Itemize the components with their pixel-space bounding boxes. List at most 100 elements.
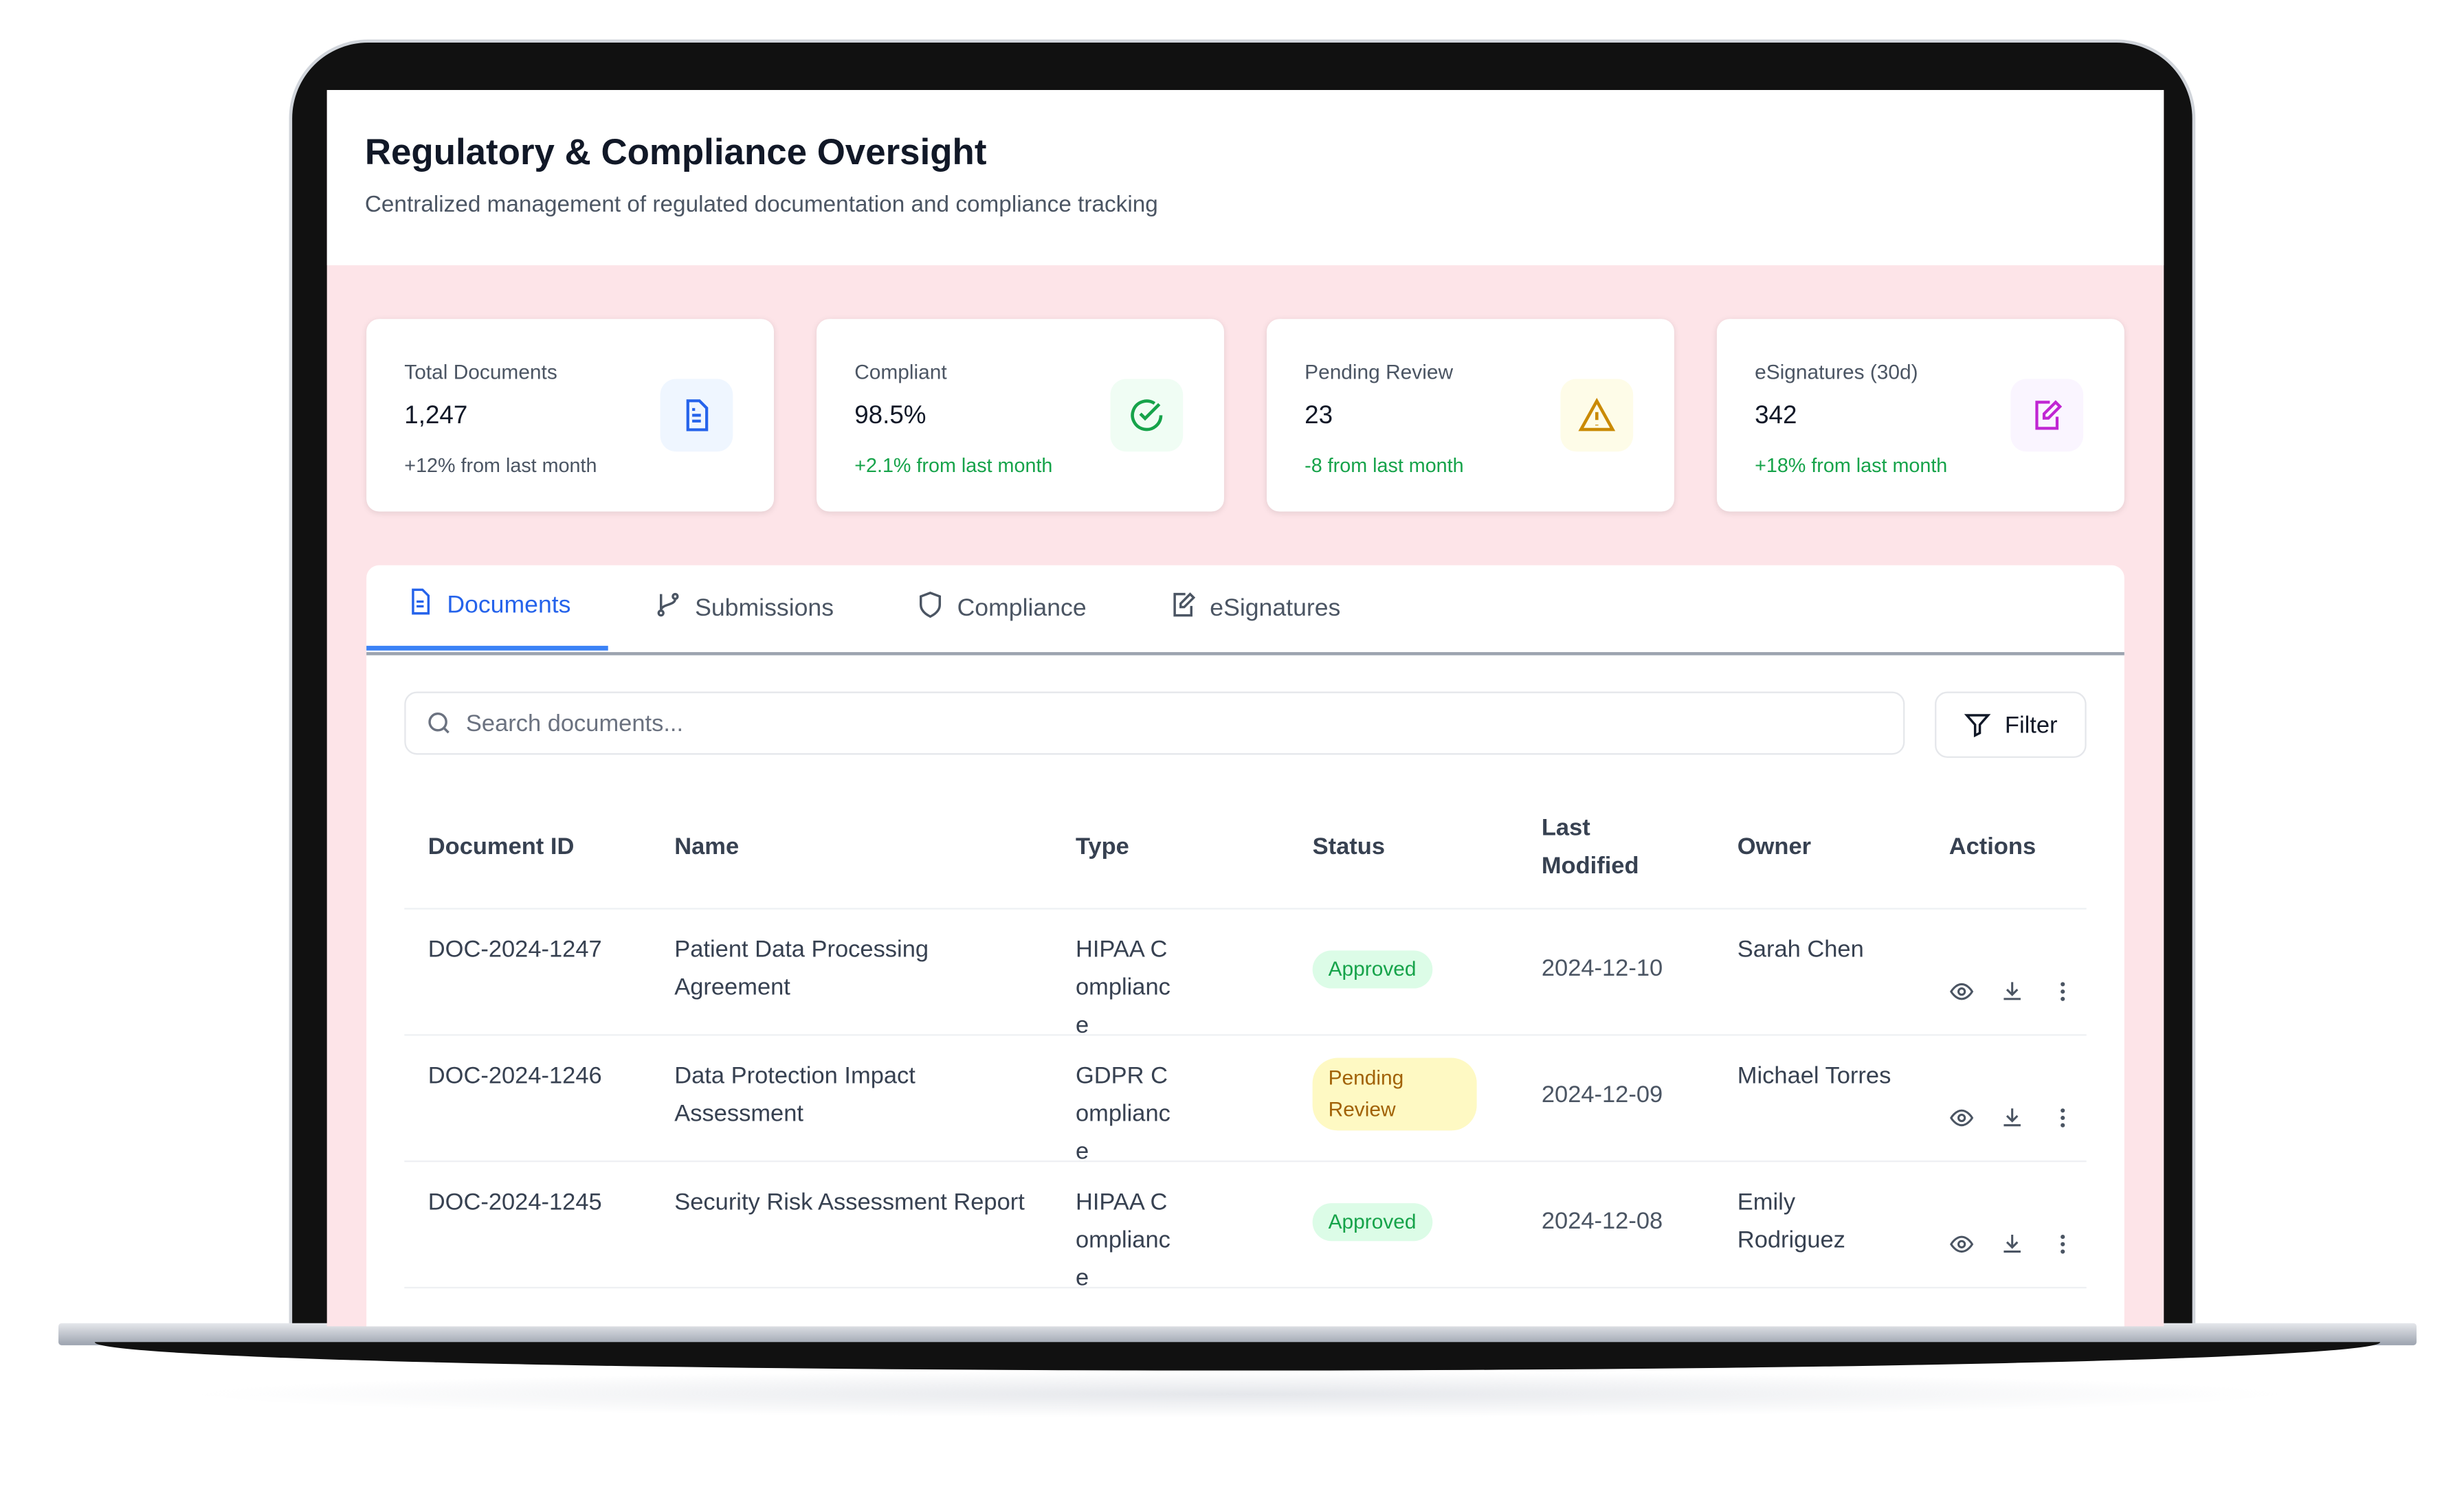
more-button-part xyxy=(2061,1249,2065,1254)
more-button[interactable] xyxy=(2050,1106,2076,1143)
tab[interactable]: Documents xyxy=(366,565,609,651)
tab[interactable]: Compliance xyxy=(916,565,1087,652)
stat-icon-part xyxy=(1578,397,1616,431)
more-button-part xyxy=(2061,989,2065,994)
download-button[interactable] xyxy=(1999,1106,2025,1143)
table-cell: Patient Data Processing Agreement xyxy=(674,936,929,1001)
table-row: DOC-2024-1245 Security Risk Assessment Re… xyxy=(404,1162,2087,1292)
download-button-part xyxy=(2004,1108,2021,1127)
stat-icon xyxy=(660,379,733,452)
tab-icon-part xyxy=(1173,592,1196,617)
tab-icon xyxy=(406,587,434,624)
table-cell: Approved xyxy=(1312,1203,1542,1242)
stat-value: 1,247 xyxy=(404,402,468,430)
more-button-part xyxy=(2061,1108,2065,1128)
column-header: Name xyxy=(674,833,740,860)
download-button[interactable] xyxy=(1999,1231,2025,1269)
status-badge: Pending Review xyxy=(1312,1057,1477,1131)
stat-icon-part xyxy=(1578,397,1616,431)
stat-icon xyxy=(2010,379,2084,452)
download-button-part xyxy=(2004,1108,2021,1127)
tab-label: Submissions xyxy=(695,594,834,622)
stat-card: Total Documents 1,247 +12% from last month xyxy=(366,319,775,512)
search-placeholder: Search documents... xyxy=(465,709,684,737)
more-button-part xyxy=(2061,1242,2065,1246)
view-button[interactable] xyxy=(1949,1106,1975,1143)
stat-card: eSignatures (30d) 342 +18% from last month xyxy=(1716,319,2124,512)
more-button-part xyxy=(2061,1235,2065,1240)
stat-label: Pending Review xyxy=(1305,359,1454,384)
more-button-part xyxy=(2061,996,2065,1001)
stat-card: Compliant 98.5% +2.1% from last month xyxy=(817,319,1224,512)
tab[interactable]: Submissions xyxy=(654,565,834,652)
table-row: DOC-2024-1247 Patient Data Processing Agr… xyxy=(404,910,2087,1039)
header: Regulatory & Compliance Oversight Centra… xyxy=(326,89,2164,266)
stat-icon xyxy=(1110,379,1184,452)
tab-icon xyxy=(916,590,944,627)
documents-panel: Documents Submissions Compliance eSignature… xyxy=(366,565,2124,1327)
tab[interactable]: eSignatures xyxy=(1169,565,1341,652)
tab-label: eSignatures xyxy=(1210,594,1341,622)
table-cell: Pending Review xyxy=(1312,1057,1542,1131)
row-actions xyxy=(1949,1203,2110,1298)
row-actions xyxy=(1949,950,2110,1045)
status-badge: Approved xyxy=(1312,950,1432,989)
more-button-part xyxy=(2061,982,2065,1001)
tab-icon-part xyxy=(1179,592,1196,609)
stat-label: Compliant xyxy=(854,359,947,384)
status-badge: Approved xyxy=(1312,1203,1432,1242)
table-cell: 2024-12-09 xyxy=(1541,1081,1663,1109)
laptop-base-edge xyxy=(94,1342,2381,1371)
filter-label: Filter xyxy=(2004,711,2058,739)
search-icon xyxy=(428,712,449,734)
table-cell: Michael Torres xyxy=(1737,1062,1891,1090)
shadow xyxy=(189,1370,2291,1418)
tab-bar: Documents Submissions Compliance eSignature… xyxy=(366,565,2124,655)
table-cell: Approved xyxy=(1312,950,1542,989)
more-button[interactable] xyxy=(2050,979,2076,1017)
table-cell: 2024-12-08 xyxy=(1541,1207,1663,1235)
filter-button[interactable]: Filter xyxy=(1935,691,2087,759)
stat-icon-part xyxy=(692,407,701,423)
download-button-part xyxy=(2004,982,2021,1000)
stat-icon-part xyxy=(686,399,709,431)
stat-value: 23 xyxy=(1305,402,1333,430)
documents-table: Document ID Name Type Status Last Modified Ow… xyxy=(404,786,2087,1292)
more-button-part xyxy=(2061,1115,2065,1121)
column-header: Document ID xyxy=(428,833,575,860)
stat-change: -8 from last month xyxy=(1305,454,1464,477)
column-header: Type xyxy=(1075,833,1129,860)
tab-icon-part xyxy=(659,594,677,612)
tab-icon-part xyxy=(412,588,430,615)
stat-card: Pending Review 23 -8 from last month xyxy=(1266,319,1674,512)
view-button-part xyxy=(1957,987,1966,996)
view-button[interactable] xyxy=(1949,979,1975,1017)
table-cell: Data Protection Impact Assessment xyxy=(674,1062,915,1128)
more-button[interactable] xyxy=(2050,1231,2076,1269)
view-button[interactable] xyxy=(1949,1231,1975,1269)
column-header: Owner xyxy=(1737,833,1812,860)
tab-icon-part xyxy=(1173,592,1192,617)
table-cell: GDPR Compliance xyxy=(1075,1062,1170,1165)
tab-icon-part xyxy=(657,609,665,617)
stat-icon-part xyxy=(686,399,709,431)
title: Regulatory & Compliance Oversight xyxy=(364,131,987,172)
view-button-part xyxy=(1950,1235,1974,1253)
table-header: Document ID Name Type Status Last Modified Ow… xyxy=(404,786,2087,910)
table-cell: Sarah Chen xyxy=(1737,936,1864,963)
table-cell: Emily Rodriguez xyxy=(1737,1189,1845,1254)
stat-icon-part xyxy=(2035,401,2059,430)
stat-change: +18% from last month xyxy=(1755,454,1948,477)
table-cell: HIPAA Compliance xyxy=(1075,936,1170,1040)
download-button-part xyxy=(2004,1235,2021,1253)
stat-icon-part xyxy=(1131,399,1163,431)
search-box[interactable]: Search documents... xyxy=(404,691,1905,755)
stat-value: 98.5% xyxy=(854,402,926,430)
view-button-part xyxy=(1950,983,1974,1000)
tab-icon xyxy=(654,590,682,627)
download-button[interactable] xyxy=(1999,979,2025,1017)
stat-change: +12% from last month xyxy=(404,454,597,477)
stat-value: 342 xyxy=(1755,402,1797,430)
